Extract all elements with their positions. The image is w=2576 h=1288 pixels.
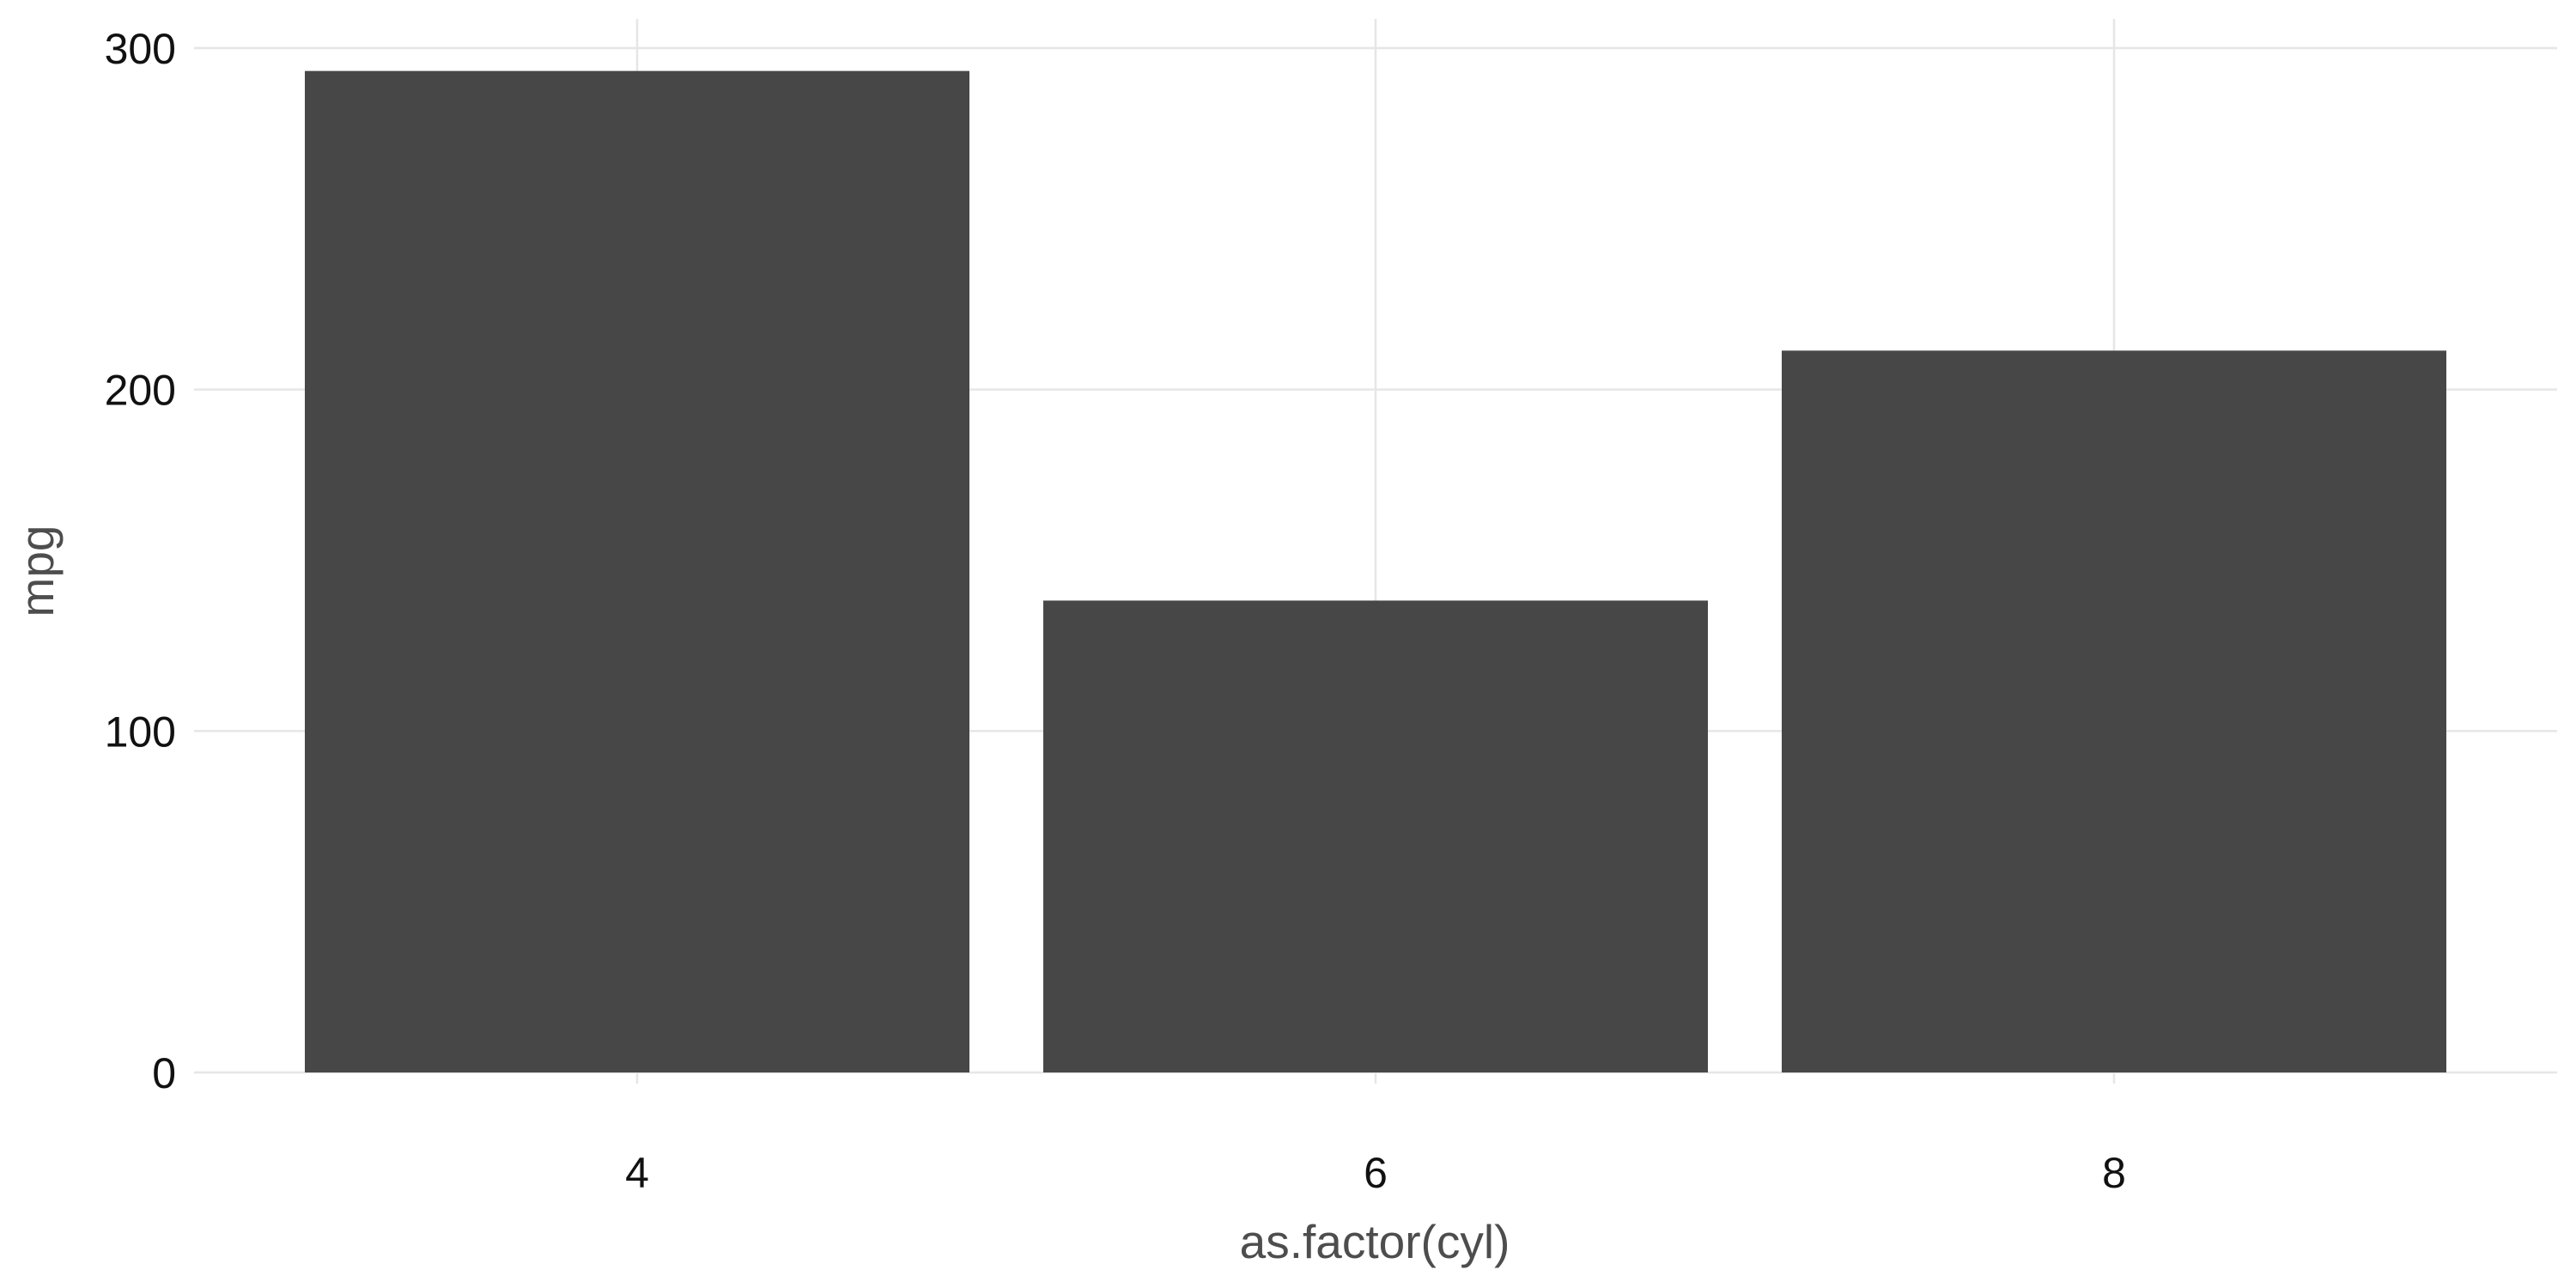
bar-8	[1782, 350, 2446, 1073]
x-axis-title: as.factor(cyl)	[1240, 1215, 1510, 1268]
y-tick-label: 0	[152, 1049, 176, 1097]
bars-layer	[305, 70, 2446, 1073]
x-tick-label: 4	[625, 1149, 649, 1197]
y-tick-labels: 0 100 200 300	[105, 25, 176, 1097]
y-axis-title: mpg	[10, 526, 64, 617]
y-tick-label: 100	[105, 708, 176, 756]
bar-4	[305, 70, 969, 1072]
x-tick-labels: 4 6 8	[625, 1149, 2126, 1197]
x-tick-label: 8	[2102, 1149, 2126, 1197]
bar-6	[1043, 600, 1708, 1072]
x-tick-label: 6	[1364, 1149, 1388, 1197]
y-tick-label: 300	[105, 25, 176, 73]
y-tick-label: 200	[105, 367, 176, 415]
